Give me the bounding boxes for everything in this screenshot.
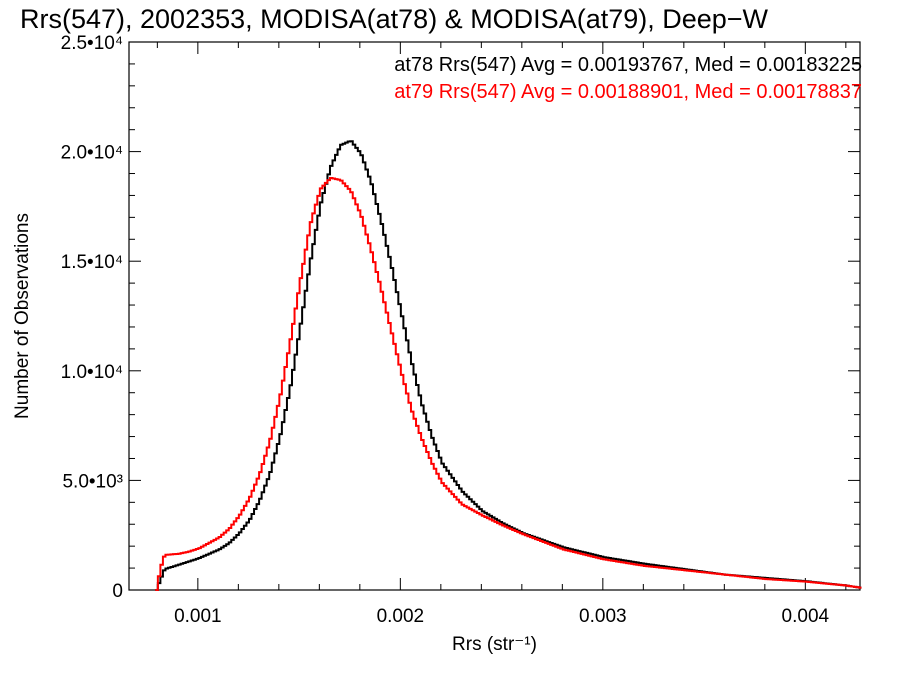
- x-tick-label: 0.004: [782, 606, 830, 627]
- x-axis: 0.001 0.002 0.003 0.004: [156, 42, 847, 627]
- y-axis-label: Number of Observations: [12, 213, 33, 419]
- legend-entry-at78: at78 Rrs(547) Avg = 0.00193767, Med = 0.…: [394, 54, 862, 76]
- series-layer: [155, 140, 862, 591]
- series-line-at79: [155, 177, 862, 591]
- x-tick-label: 0.002: [377, 606, 425, 627]
- legend: at78 Rrs(547) Avg = 0.00193767, Med = 0.…: [394, 54, 862, 103]
- x-axis-label: Rrs (str⁻¹): [452, 634, 537, 655]
- x-tick-label: 0.001: [174, 606, 222, 627]
- y-tick-label: 2.5•10⁴: [61, 33, 123, 54]
- x-tick-label: 0.003: [579, 606, 627, 627]
- y-tick-label: 5.0•10³: [62, 471, 123, 492]
- y-axis: 0 5.0•10³ 1.0•10⁴ 1.5•10⁴ 2.0•10⁴ 2.5•10⁴: [61, 33, 860, 602]
- y-tick-label: 1.0•10⁴: [61, 362, 123, 383]
- legend-entry-at79: at79 Rrs(547) Avg = 0.00188901, Med = 0.…: [394, 81, 862, 103]
- plot-frame: [128, 41, 861, 591]
- series-line-at78: [155, 140, 862, 591]
- y-tick-label: 2.0•10⁴: [61, 143, 123, 164]
- chart-title: Rrs(547), 2002353, MODISA(at78) & MODISA…: [20, 4, 769, 34]
- y-tick-label: 0: [112, 581, 123, 602]
- y-tick-label: 1.5•10⁴: [61, 252, 123, 273]
